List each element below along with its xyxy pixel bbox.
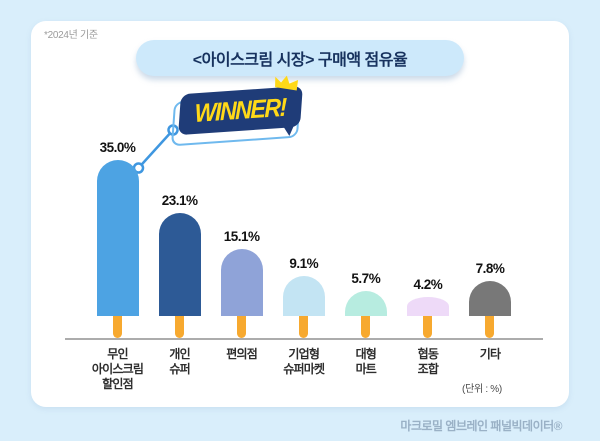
bar-value-label: 7.8% [475, 261, 505, 277]
bar-category-label: 편의점 [226, 347, 258, 361]
popsicle-stick [237, 310, 247, 338]
bar-value-label: 5.7% [351, 270, 381, 286]
popsicle-bar [96, 160, 139, 316]
bar-value-label: 35.0% [99, 140, 136, 156]
crown-icon [275, 75, 299, 91]
bar-category-label: 기업형 슈퍼마켓 [283, 347, 325, 376]
popsicle-bar [468, 281, 511, 316]
source-credit: 마크로밀 엠브레인 패널빅데이터® [400, 419, 562, 433]
bar-category-label: 무인 아이스크림 할인점 [91, 347, 144, 391]
winner-badge-body: WINNER! [178, 85, 303, 136]
bar-category-label: 협동 조합 [417, 347, 439, 376]
popsicle-bar [282, 275, 325, 316]
bar-category-label: 기타 [479, 347, 501, 361]
title-pill: <아이스크림 시장> 구매액 점유율 [136, 40, 464, 76]
winner-badge: WINNER! [170, 74, 322, 147]
bar-value-label: 9.1% [289, 255, 319, 271]
popsicle-bar [406, 297, 449, 316]
popsicle-stick [361, 310, 371, 338]
popsicle-stick [175, 310, 185, 338]
bar-category-label: 대형 마트 [355, 347, 377, 376]
popsicle-bar [220, 248, 263, 316]
bar-value-label: 23.1% [161, 193, 198, 209]
popsicle-stick [113, 310, 122, 338]
popsicle-bar [344, 290, 387, 316]
winner-badge-label: WINNER! [194, 92, 287, 128]
unit-label: (단위 : %) [462, 384, 502, 395]
chart-baseline [65, 338, 543, 340]
popsicle-stick [485, 310, 495, 338]
bar-category-label: 개인 슈퍼 [169, 347, 190, 376]
page-title: <아이스크림 시장> 구매액 점유율 [192, 52, 408, 69]
popsicle-stick [299, 310, 309, 338]
popsicle-stick [423, 310, 433, 338]
bar-value-label: 4.2% [413, 277, 443, 293]
popsicle-bar [158, 213, 201, 316]
bar-value-label: 15.1% [223, 228, 260, 244]
base-year-note: *2024년 기준 [44, 30, 98, 41]
